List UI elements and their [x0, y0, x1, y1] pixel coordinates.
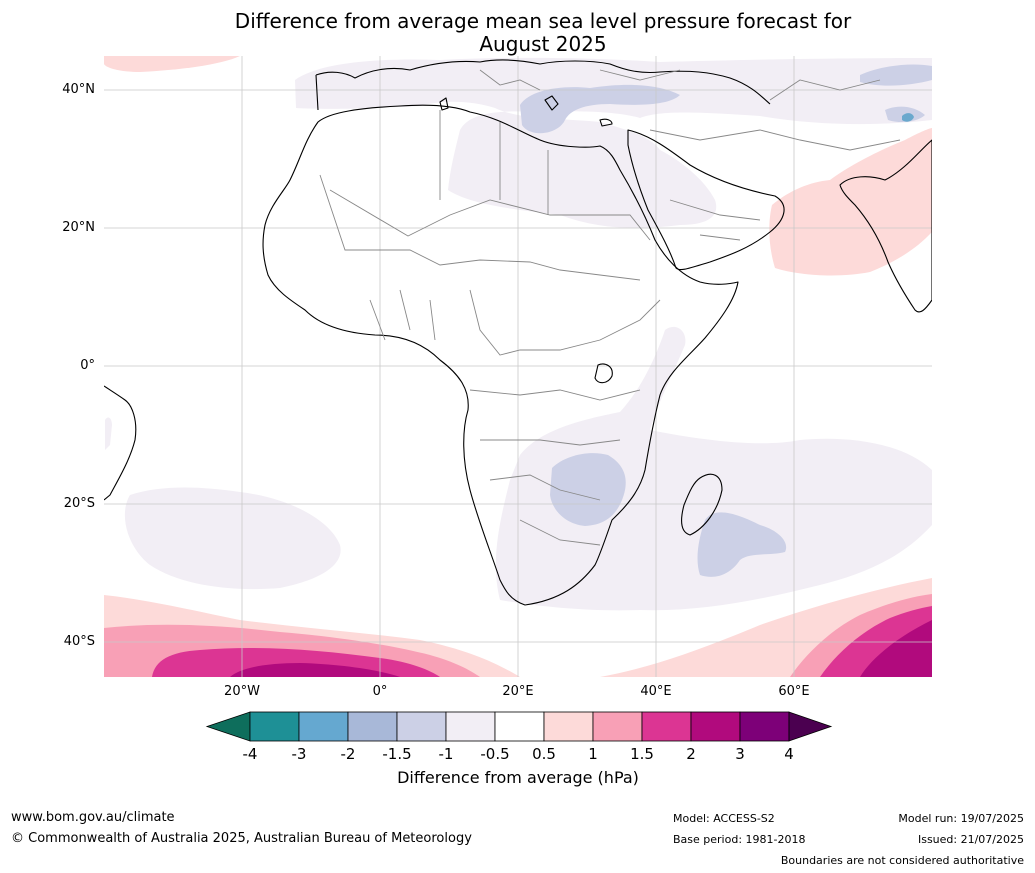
lon-label-20w: 20°W	[224, 684, 260, 699]
anomaly-purple-southwest	[230, 663, 400, 677]
colorbar-tick-label: -4	[242, 745, 258, 763]
footer-url[interactable]: www.bom.gov.au/climate	[11, 810, 175, 825]
colorbar-tick-label: -1	[438, 745, 454, 763]
south-america-tip	[104, 385, 137, 501]
anomaly-pink-northwest	[104, 56, 240, 72]
footer-issued: Issued: 21/07/2025	[917, 833, 1024, 846]
colorbar-tick-label: 1.5	[630, 745, 654, 763]
colorbar-tick-label: -2	[340, 745, 356, 763]
arabia-coastline	[627, 129, 785, 271]
lat-label-40n: 40°N	[62, 82, 95, 97]
colorbar-tick-label: -3	[291, 745, 307, 763]
anomaly-contours	[104, 56, 932, 677]
mediterranean-islands	[439, 95, 613, 127]
footer-model-run: Model run: 19/07/2025	[898, 812, 1024, 825]
colorbar-tick-label: 2	[686, 745, 696, 763]
colorbar-title: Difference from average (hPa)	[397, 768, 639, 787]
anomaly-periwinkle-mozambique	[697, 512, 787, 577]
anomaly-lavender-atlantic	[124, 487, 341, 590]
coastlines	[104, 59, 932, 606]
footer-copyright: © Commonwealth of Australia 2025, Austra…	[11, 831, 472, 846]
anomaly-periwinkle-southafrica	[550, 453, 626, 526]
colorbar-tick-label: 0.5	[532, 745, 556, 763]
africa-coastline	[262, 104, 739, 606]
india-coastline	[839, 139, 932, 313]
lake-victoria	[594, 363, 613, 384]
colorbar-tick-label: 4	[784, 745, 794, 763]
lon-label-60e: 60°E	[778, 684, 810, 699]
anomaly-lavender-north	[295, 57, 932, 228]
footer-base-period: Base period: 1981-2018	[673, 833, 806, 846]
title-line-2: August 2025	[479, 32, 607, 56]
footer-model: Model: ACCESS-S2	[673, 812, 775, 825]
colorbar-tick-label: 1	[588, 745, 598, 763]
madagascar-coastline	[680, 473, 723, 536]
lat-label-20n: 20°N	[62, 220, 95, 235]
colorbar-tick-label: -0.5	[480, 745, 510, 763]
anomaly-periwinkle-iran	[860, 64, 932, 123]
europe-coastline	[315, 59, 771, 111]
anomaly-periwinkle-med	[520, 84, 680, 134]
anomaly-pink-india	[769, 128, 932, 276]
colorbar-tick-label: 3	[735, 745, 745, 763]
lat-label-0: 0°	[80, 358, 95, 373]
lon-label-20e: 20°E	[502, 684, 534, 699]
country-borders	[319, 69, 901, 546]
lon-label-40e: 40°E	[640, 684, 672, 699]
chart-title: Difference from average mean sea level p…	[0, 10, 1035, 56]
lat-label-40s: 40°S	[63, 634, 95, 649]
footer-disclaimer: Boundaries are not considered authoritat…	[780, 854, 1024, 867]
lon-label-0: 0°	[372, 684, 388, 699]
graticule	[104, 56, 932, 677]
anomaly-purple-southeast	[860, 620, 932, 677]
colorbar-tick-label: -1.5	[382, 745, 412, 763]
title-line-1: Difference from average mean sea level p…	[234, 9, 852, 33]
lat-label-20s: 20°S	[63, 496, 95, 511]
anomaly-blue-iran	[902, 113, 914, 122]
